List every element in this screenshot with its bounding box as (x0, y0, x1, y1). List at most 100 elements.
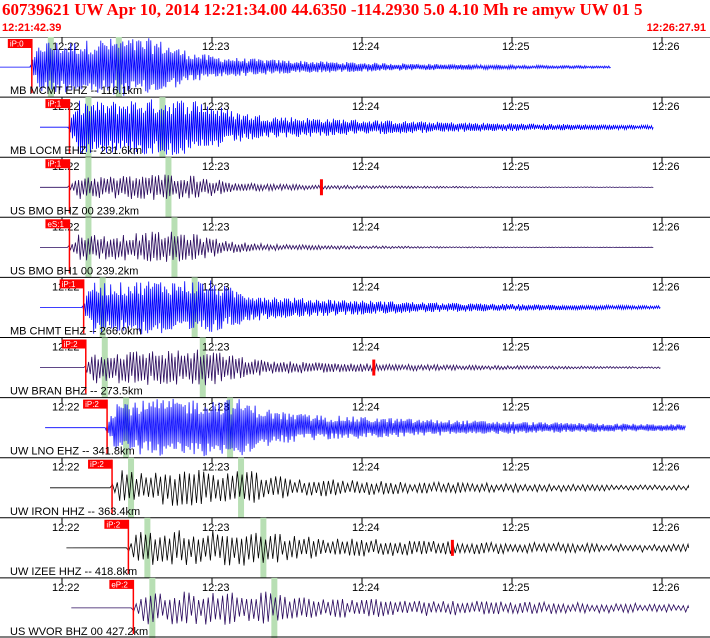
seismogram-panel[interactable]: 12:22 12:23 12:24 12:25 12:26 iP:0 MB MCMT EHZ… (0, 37, 710, 638)
station-label: UW BRAN BHZ -- 273.5km (10, 386, 143, 398)
time-tick-label: 12:22 (52, 462, 80, 474)
time-tick-label: 12:23 (202, 281, 230, 293)
time-tick-label: 12:23 (202, 221, 230, 233)
phase-window-band (159, 97, 166, 158)
time-tick-label: 12:26 (652, 522, 680, 534)
time-tick-label: 12:26 (652, 342, 680, 354)
waveform-trace[interactable] (45, 398, 686, 457)
time-tick-label: 12:23 (202, 522, 230, 534)
station-label: MB MCMT EHZ -- 116.1km (10, 85, 142, 97)
window-start-time: 12:21:42.39 (2, 22, 62, 34)
time-tick-label: 12:25 (502, 522, 530, 534)
pick-label: iP:1 (47, 100, 61, 109)
time-tick-label: 12:24 (352, 462, 380, 474)
waveform-trace[interactable] (71, 591, 690, 625)
time-tick-label: 12:24 (352, 281, 380, 293)
time-tick-label: 12:26 (652, 402, 680, 414)
time-tick-label: 12:23 (202, 41, 230, 53)
waveform-trace[interactable] (39, 280, 661, 335)
time-tick-label: 12:26 (652, 462, 680, 474)
time-tick-label: 12:25 (502, 462, 530, 474)
waveform-trace[interactable] (66, 530, 690, 566)
time-tick-label: 12:25 (502, 402, 530, 414)
time-tick-label: 12:22 (52, 41, 80, 53)
phase-window-band (128, 457, 135, 518)
waveform-trace[interactable] (40, 349, 661, 386)
time-tick-label: 12:23 (202, 101, 230, 113)
time-tick-label: 12:26 (652, 582, 680, 594)
time-tick-label: 12:24 (352, 402, 380, 414)
pick-label: iP:2 (85, 400, 99, 409)
phase-window-band (171, 217, 178, 278)
time-tick-label: 12:25 (502, 161, 530, 173)
pick-flag[interactable] (45, 219, 70, 229)
pick-label: iP:2 (90, 460, 104, 469)
time-tick-label: 12:24 (352, 522, 380, 534)
pick-label: eS:1 (47, 220, 64, 229)
time-tick-label: 12:25 (502, 582, 530, 594)
time-tick-label: 12:24 (352, 41, 380, 53)
phase-window-band (165, 157, 172, 218)
waveform-trace[interactable] (50, 469, 690, 506)
time-tick-label: 12:26 (652, 101, 680, 113)
station-label: UW IZEE HHZ -- 418.8km (10, 566, 137, 578)
pick-flag[interactable] (7, 39, 32, 48)
time-tick-label: 12:23 (202, 462, 230, 474)
time-tick-label: 12:25 (502, 342, 530, 354)
time-tick-label: 12:25 (502, 221, 530, 233)
pick-flag[interactable] (88, 459, 113, 469)
pick-label: eP:2 (111, 580, 128, 589)
pick-flag[interactable] (45, 159, 70, 169)
pick-label: iP:0 (10, 40, 24, 49)
time-tick-label: 12:25 (502, 281, 530, 293)
time-tick-label: 12:23 (202, 582, 230, 594)
time-tick-label: 12:24 (352, 221, 380, 233)
station-label: US WVOR BHZ 00 427.2km (10, 626, 148, 638)
station-label: UW IRON HHZ -- 363.4km (10, 506, 140, 518)
station-label: UW LNO EHZ -- 341.8km (10, 446, 135, 458)
pick-flag[interactable] (104, 519, 129, 529)
phase-window-band (115, 37, 122, 98)
seismogram-svg[interactable]: 12:22 12:23 12:24 12:25 12:26 iP:0 MB MCMT EHZ… (0, 37, 710, 638)
phase-window-band (101, 337, 108, 398)
time-tick-label: 12:24 (352, 101, 380, 113)
phase-window-band (47, 37, 54, 98)
pick-label: iP:1 (47, 160, 61, 169)
time-tick-label: 12:24 (352, 582, 380, 594)
phase-window-band (85, 217, 92, 278)
waveform-trace[interactable] (39, 99, 654, 155)
event-header-title: 60739621 UW Apr 10, 2014 12:21:34.00 44.… (2, 0, 643, 19)
time-tick-label: 12:26 (652, 281, 680, 293)
time-tick-label: 12:26 (652, 41, 680, 53)
pick-label: iP:1 (62, 280, 76, 289)
time-tick-label: 12:23 (202, 342, 230, 354)
time-tick-label: 12:26 (652, 161, 680, 173)
phase-window-band (149, 577, 156, 638)
pick-flag[interactable] (83, 399, 108, 409)
pick-label: iP:2 (64, 340, 78, 349)
time-tick-label: 12:24 (352, 342, 380, 354)
time-tick-label: 12:25 (502, 101, 530, 113)
pick-flag[interactable] (109, 579, 134, 589)
time-tick-label: 12:23 (202, 161, 230, 173)
station-label: MB LOCM EHZ -- 231.6km (10, 145, 142, 157)
time-tick-label: 12:22 (52, 582, 80, 594)
pick-flag[interactable] (61, 339, 86, 349)
phase-window-band (260, 517, 267, 578)
time-tick-label: 12:24 (352, 161, 380, 173)
pick-label: iP:2 (106, 520, 120, 529)
station-label: MB CHMT EHZ -- 266.0km (10, 326, 142, 338)
pick-flag[interactable] (45, 99, 70, 109)
station-label: US BMO BH1 00 239.2km (10, 265, 138, 277)
window-end-time: 12:26:27.91 (646, 22, 706, 34)
time-tick-label: 12:22 (52, 522, 80, 534)
phase-window-band (85, 157, 92, 218)
time-tick-label: 12:25 (502, 41, 530, 53)
station-label: US BMO BHZ 00 239.2km (10, 205, 139, 217)
phase-window-band (144, 517, 151, 578)
waveform-trace[interactable] (40, 174, 654, 200)
waveform-trace[interactable] (40, 231, 654, 262)
time-tick-label: 12:22 (52, 402, 80, 414)
pick-flag[interactable] (59, 279, 84, 289)
waveform-trace[interactable] (0, 38, 611, 96)
